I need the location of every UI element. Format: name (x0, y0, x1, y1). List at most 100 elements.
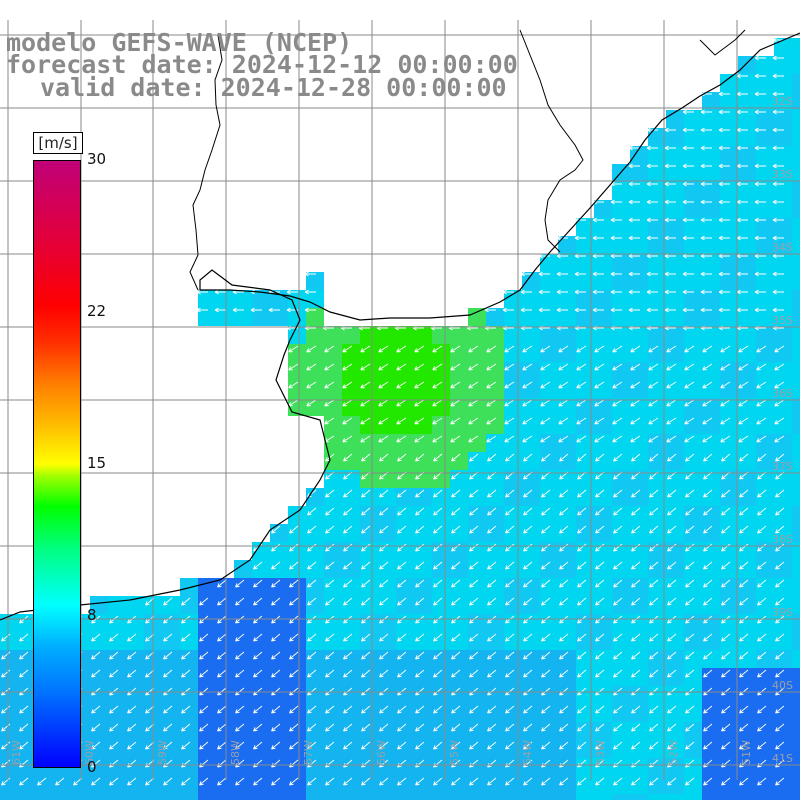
wind-arrow (523, 741, 533, 750)
wind-cell (450, 650, 468, 668)
wind-cell (720, 758, 738, 776)
wind-arrow (631, 705, 641, 714)
wind-arrow (397, 579, 407, 588)
wind-arrow (343, 525, 353, 534)
wind-arrow (396, 345, 407, 353)
wind-arrow (595, 489, 605, 498)
wind-cell (468, 740, 486, 758)
latitude-label: 34S (772, 241, 793, 254)
wind-arrow (738, 417, 749, 425)
wind-cell (756, 92, 774, 110)
wind-cell (54, 776, 72, 794)
wind-cell (648, 452, 666, 470)
wind-cell (468, 704, 486, 722)
wind-arrow (343, 669, 353, 678)
wind-cell (252, 290, 270, 308)
wind-cell (540, 686, 558, 704)
wind-cell (342, 650, 360, 668)
wind-arrow (163, 615, 173, 624)
wind-cell (702, 668, 720, 686)
wind-cell (432, 794, 450, 800)
wind-arrow (756, 345, 767, 353)
wind-arrow (397, 453, 407, 462)
wind-cell (720, 344, 738, 362)
wind-arrow (720, 345, 731, 353)
wind-arrow (757, 615, 767, 624)
wind-cell (774, 416, 792, 434)
wind-cell (774, 470, 792, 488)
wind-arrow (378, 345, 389, 353)
wind-cell (18, 740, 36, 758)
wind-cell (396, 326, 414, 344)
wind-cell (468, 326, 486, 344)
wind-arrow (342, 435, 353, 443)
wind-cell (720, 524, 738, 542)
wind-arrow (504, 345, 515, 353)
wind-cell (648, 488, 666, 506)
latitude-label: 38S (772, 533, 793, 546)
wind-arrow (577, 561, 587, 570)
wind-cell (450, 560, 468, 578)
wind-cell (468, 668, 486, 686)
wind-arrow (253, 705, 263, 714)
wind-cell (738, 470, 756, 488)
wind-arrow (739, 561, 749, 570)
wind-arrow (574, 289, 586, 295)
wind-arrow (775, 669, 785, 678)
wind-cell (774, 488, 792, 506)
wind-cell (612, 686, 630, 704)
wind-cell (576, 506, 594, 524)
wind-cell (378, 488, 396, 506)
wind-arrow (1, 633, 11, 642)
wind-cell (594, 416, 612, 434)
wind-arrow (541, 777, 551, 786)
wind-cell (378, 722, 396, 740)
wind-cell (486, 722, 504, 740)
wind-cell (414, 776, 432, 794)
wind-arrow (487, 705, 497, 714)
wind-arrow (505, 453, 515, 462)
wind-arrow (271, 651, 281, 660)
wind-arrow (397, 777, 407, 786)
colorbar-tick-22: 22 (87, 302, 107, 320)
wind-arrow (739, 633, 749, 642)
wind-arrow (415, 777, 425, 786)
wind-arrow (613, 597, 623, 606)
wind-cell (648, 470, 666, 488)
wind-arrow (700, 307, 712, 313)
wind-arrow (379, 723, 389, 732)
wind-cell (0, 758, 18, 776)
wind-arrow (577, 579, 587, 588)
wind-cell (306, 776, 324, 794)
wind-cell (198, 578, 216, 596)
wind-arrow (307, 615, 317, 624)
wind-arrow (649, 651, 659, 660)
wind-arrow (772, 271, 784, 277)
wind-arrow (361, 489, 371, 498)
wind-arrow (775, 489, 785, 498)
wind-cell (468, 416, 486, 434)
wind-cell (252, 704, 270, 722)
wind-cell (126, 632, 144, 650)
wind-cell (720, 632, 738, 650)
wind-arrow (91, 633, 101, 642)
wind-arrow (754, 91, 766, 97)
wind-cell (396, 686, 414, 704)
wind-cell (612, 776, 630, 794)
wind-arrow (451, 741, 461, 750)
wind-arrow (630, 399, 641, 407)
wind-arrow (361, 543, 371, 552)
wind-arrow (540, 345, 551, 353)
wind-cell (648, 326, 666, 344)
wind-cell (378, 650, 396, 668)
wind-cell (324, 398, 342, 416)
wind-arrow (739, 777, 749, 786)
wind-arrow (468, 345, 479, 353)
wind-cell (702, 524, 720, 542)
wind-arrow (610, 199, 622, 205)
wind-cell (540, 524, 558, 542)
longitude-label: 54W (521, 740, 534, 765)
wind-arrow (19, 723, 29, 732)
wind-arrow (235, 579, 245, 588)
wind-arrow (684, 345, 695, 353)
